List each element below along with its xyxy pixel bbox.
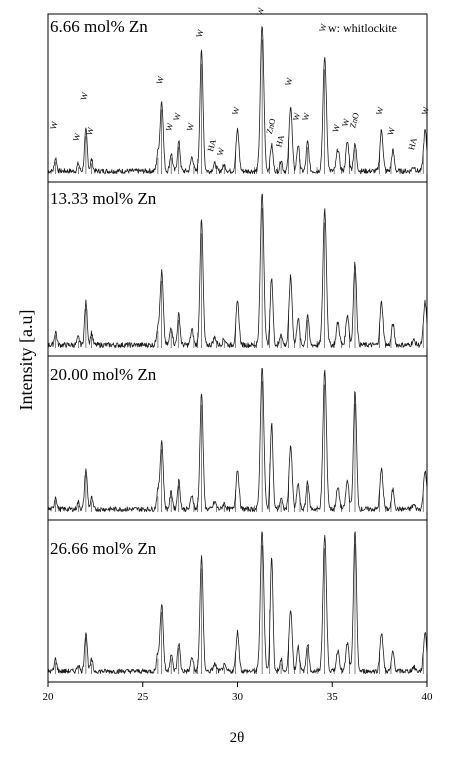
peak-label: W — [84, 126, 96, 136]
peak-label: W — [184, 122, 196, 132]
x-axis-title: 2θ — [230, 730, 245, 746]
xrd-trace-1 — [47, 26, 428, 174]
peak-label: W — [254, 6, 266, 16]
peak-label: W — [154, 75, 166, 85]
peak-label: W — [317, 22, 329, 32]
x-tick-label: 25 — [137, 691, 149, 703]
xrd-trace-3 — [47, 368, 428, 512]
peak-label: W — [163, 122, 175, 132]
xrd-trace-2 — [47, 193, 428, 348]
peak-label: HA — [406, 136, 419, 151]
x-tick-label: 35 — [327, 691, 339, 703]
y-axis-title: Intensity [a.u] — [16, 310, 36, 411]
peak-label: W — [340, 117, 352, 127]
peak-label: W — [385, 126, 397, 136]
xrd-trace-4 — [47, 531, 428, 674]
panel-label-2: 13.33 mol% Zn — [50, 189, 157, 208]
panel-label-3: 20.00 mol% Zn — [50, 365, 157, 384]
x-tick-label: 30 — [232, 691, 244, 703]
peak-label: W — [283, 76, 295, 86]
peak-label: W — [230, 106, 242, 116]
peak-label: W — [71, 132, 83, 142]
peak-label: HA — [205, 137, 218, 152]
x-tick-label: 40 — [422, 691, 434, 703]
peak-label: ZnO — [264, 117, 278, 135]
peak-label: W — [300, 112, 312, 122]
plot-area: 20 25 30 35 40WWWWWWWWWHAWWWZnOHAWWWWWWZnOWW… — [43, 6, 434, 703]
peak-label: W — [194, 28, 206, 38]
peak-label: W — [78, 91, 90, 101]
peak-label: W — [374, 106, 386, 116]
peak-label: W — [171, 112, 183, 122]
x-tick-label: 20 — [43, 691, 55, 703]
peak-label: W — [215, 147, 227, 157]
panel-label-4: 26.66 mol% Zn — [50, 539, 157, 558]
legend-note: w: whitlockite — [328, 21, 397, 35]
peak-label: W — [48, 120, 60, 130]
peak-label: W — [330, 123, 342, 133]
peak-label: W — [290, 112, 302, 122]
peak-label: W — [419, 106, 431, 116]
panel-label-1: 6.66 mol% Zn — [50, 17, 148, 36]
peak-label: HA — [273, 133, 286, 148]
peak-label: ZnO — [347, 112, 361, 130]
